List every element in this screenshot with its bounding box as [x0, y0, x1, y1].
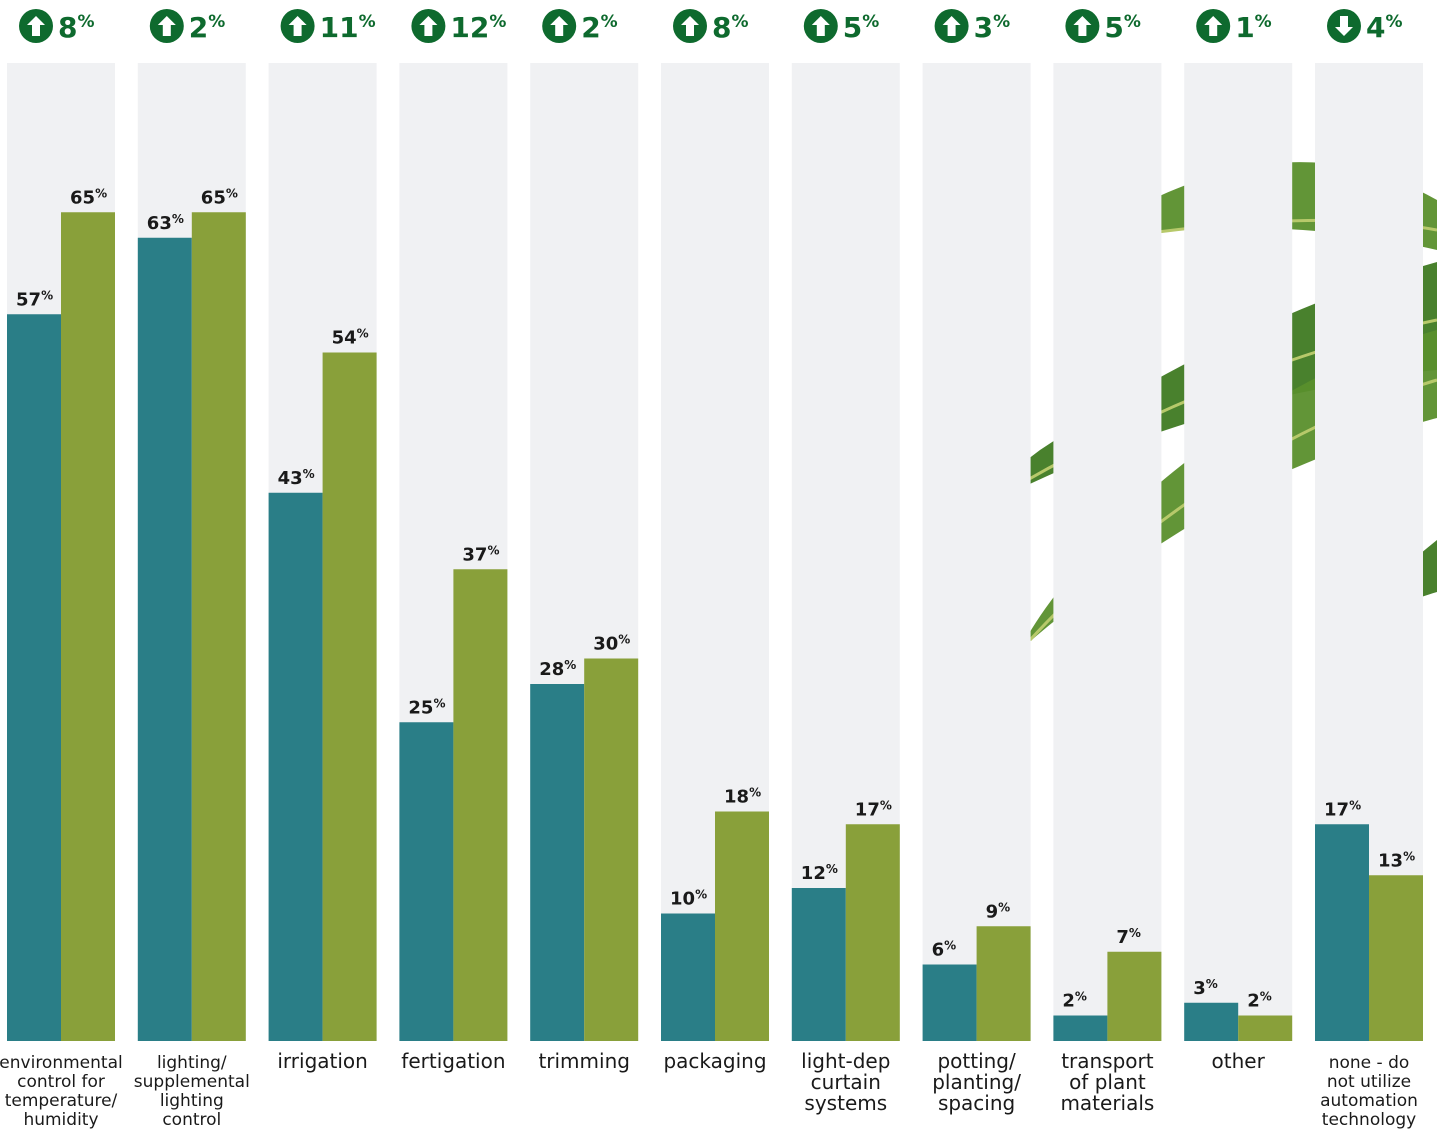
arrow-up-icon — [803, 9, 838, 43]
category-label: other — [1212, 1049, 1266, 1073]
column-background — [922, 63, 1031, 1041]
change-indicators: 8% 2% 11% 12% 2% 8% 5% 3% 5% 1% 4% — [19, 9, 1403, 44]
category-label: technology — [1322, 1110, 1416, 1130]
category-label: fertigation — [401, 1049, 505, 1073]
bars — [7, 212, 1423, 1041]
category-label: lighting — [160, 1091, 224, 1111]
arrow-up-icon — [280, 9, 315, 43]
category-label: curtain — [811, 1070, 881, 1094]
change-value: 11% — [320, 11, 376, 44]
bar-previous — [7, 314, 61, 1041]
change-value: 12% — [450, 11, 506, 44]
category-label: automation — [1320, 1091, 1418, 1111]
category-label: lighting/ — [157, 1053, 227, 1073]
bar-previous — [791, 888, 846, 1041]
change-value: 3% — [974, 11, 1011, 44]
arrow-up-icon — [542, 9, 577, 43]
category-label: transport — [1061, 1049, 1154, 1073]
category-label: spacing — [938, 1091, 1015, 1115]
category-label: control — [162, 1110, 221, 1130]
bar-current — [976, 926, 1031, 1041]
arrow-up-icon — [1065, 9, 1100, 43]
bar-previous — [530, 684, 585, 1041]
category-label: control for — [17, 1072, 105, 1092]
change-value: 4% — [1366, 11, 1403, 44]
category-label: irrigation — [277, 1049, 367, 1073]
category-label: planting/ — [932, 1070, 1021, 1094]
change-value: 5% — [1104, 11, 1141, 44]
change-value: 8% — [712, 11, 749, 44]
arrow-up-icon — [934, 9, 969, 43]
bar-previous — [268, 492, 323, 1041]
bar-current — [453, 569, 508, 1041]
arrow-up-icon — [1196, 9, 1231, 43]
category-label: materials — [1060, 1091, 1154, 1115]
bar-current — [584, 658, 639, 1041]
arrow-down-icon — [1327, 9, 1361, 43]
bar-current — [191, 212, 246, 1041]
category-label: packaging — [663, 1049, 766, 1073]
bar-previous — [399, 722, 454, 1041]
bar-previous — [137, 237, 192, 1041]
bar-previous — [1315, 824, 1369, 1041]
category-label: none - do — [1329, 1053, 1410, 1073]
bar-previous — [1053, 1015, 1108, 1041]
change-value: 2% — [581, 11, 618, 44]
category-label: temperature/ — [5, 1091, 118, 1111]
bar-current — [1107, 951, 1162, 1041]
bar-current — [1369, 875, 1423, 1041]
column-background — [1184, 63, 1293, 1041]
bar-previous — [1184, 1002, 1239, 1041]
change-value: 5% — [843, 11, 880, 44]
category-label: humidity — [23, 1110, 98, 1130]
change-value: 8% — [58, 11, 95, 44]
category-label: supplemental — [134, 1072, 250, 1092]
category-label: systems — [804, 1091, 887, 1115]
category-label: potting/ — [937, 1049, 1016, 1073]
category-label: of plant — [1069, 1070, 1146, 1094]
bar-current — [61, 212, 115, 1041]
category-label: light-dep — [801, 1049, 890, 1073]
change-value: 2% — [189, 11, 226, 44]
bar-previous — [661, 913, 715, 1041]
arrow-up-icon — [19, 9, 53, 43]
category-label: environmental — [0, 1053, 123, 1073]
category-label: trimming — [538, 1049, 630, 1073]
arrow-up-icon — [673, 9, 707, 43]
bar-current — [715, 811, 769, 1041]
bar-previous — [922, 964, 977, 1041]
change-value: 1% — [1235, 11, 1272, 44]
bar-current — [1238, 1015, 1293, 1041]
arrow-up-icon — [411, 9, 446, 43]
category-label: not utilize — [1327, 1072, 1411, 1092]
bar-current — [845, 824, 900, 1041]
arrow-up-icon — [149, 9, 184, 43]
bar-current — [322, 352, 377, 1041]
column-background — [1053, 63, 1162, 1041]
